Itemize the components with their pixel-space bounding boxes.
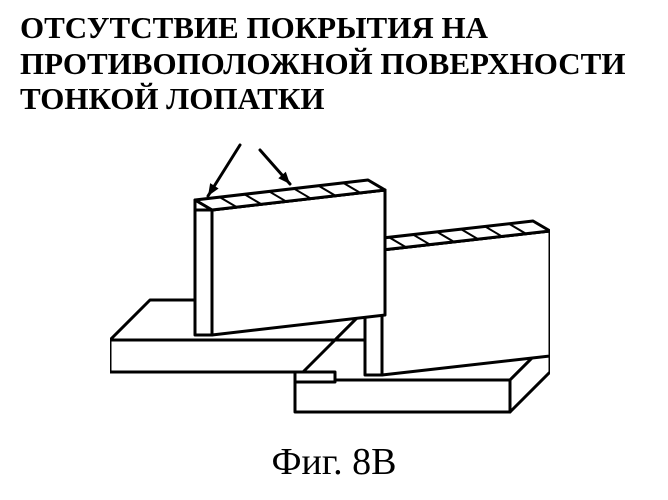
figure-title: ОТСУТСТВИЕ ПОКРЫТИЯ НА ПРОТИВОПОЛОЖНОЙ П… (20, 10, 625, 117)
figure-diagram (110, 140, 550, 420)
title-line-2: ПРОТИВОПОЛОЖНОЙ ПОВЕРХНОСТИ (20, 46, 625, 81)
caption-text: Фиг. 8B (271, 441, 396, 483)
figure-caption: Фиг. 8B (0, 440, 668, 484)
title-line-3: ТОНКОЙ ЛОПАТКИ (20, 81, 324, 116)
title-line-1: ОТСУТСТВИЕ ПОКРЫТИЯ НА (20, 10, 488, 45)
